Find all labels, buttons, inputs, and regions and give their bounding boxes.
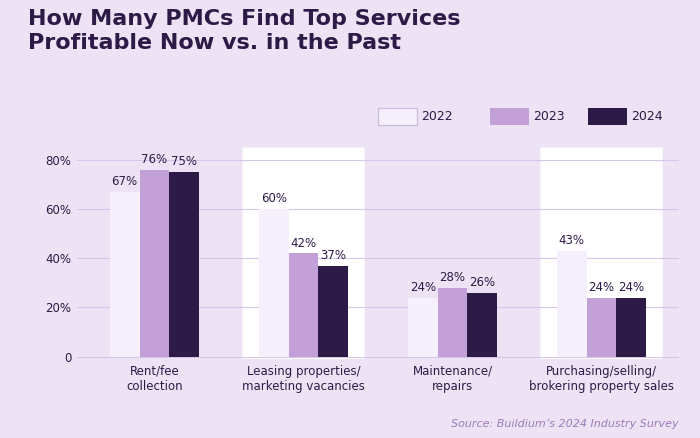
Text: 37%: 37% — [321, 249, 346, 262]
Bar — [468, 293, 497, 357]
Bar — [259, 209, 288, 357]
Bar — [169, 172, 200, 357]
Bar — [408, 298, 438, 357]
Text: 28%: 28% — [440, 271, 466, 284]
Text: Source: Buildium’s 2024 Industry Survey: Source: Buildium’s 2024 Industry Survey — [452, 419, 679, 429]
Bar — [438, 288, 468, 357]
Text: 67%: 67% — [111, 175, 138, 188]
Text: 24%: 24% — [589, 281, 615, 294]
Text: 42%: 42% — [290, 237, 316, 250]
Text: 75%: 75% — [172, 155, 197, 169]
Bar — [318, 266, 348, 357]
Text: 24%: 24% — [618, 281, 645, 294]
Text: 76%: 76% — [141, 153, 167, 166]
Text: 60%: 60% — [260, 192, 287, 205]
Text: 2024: 2024 — [631, 110, 663, 123]
Bar — [139, 170, 169, 357]
FancyBboxPatch shape — [242, 148, 365, 359]
Bar — [556, 251, 587, 357]
FancyBboxPatch shape — [540, 148, 663, 359]
Text: 24%: 24% — [410, 281, 436, 294]
Text: 2023: 2023 — [533, 110, 565, 123]
Bar — [110, 192, 139, 357]
Text: 43%: 43% — [559, 234, 584, 247]
Text: 2022: 2022 — [421, 110, 453, 123]
Text: How Many PMCs Find Top Services
Profitable Now vs. in the Past: How Many PMCs Find Top Services Profitab… — [28, 9, 461, 53]
Bar — [587, 298, 617, 357]
Bar — [288, 253, 318, 357]
Text: 26%: 26% — [469, 276, 496, 289]
Bar — [617, 298, 646, 357]
